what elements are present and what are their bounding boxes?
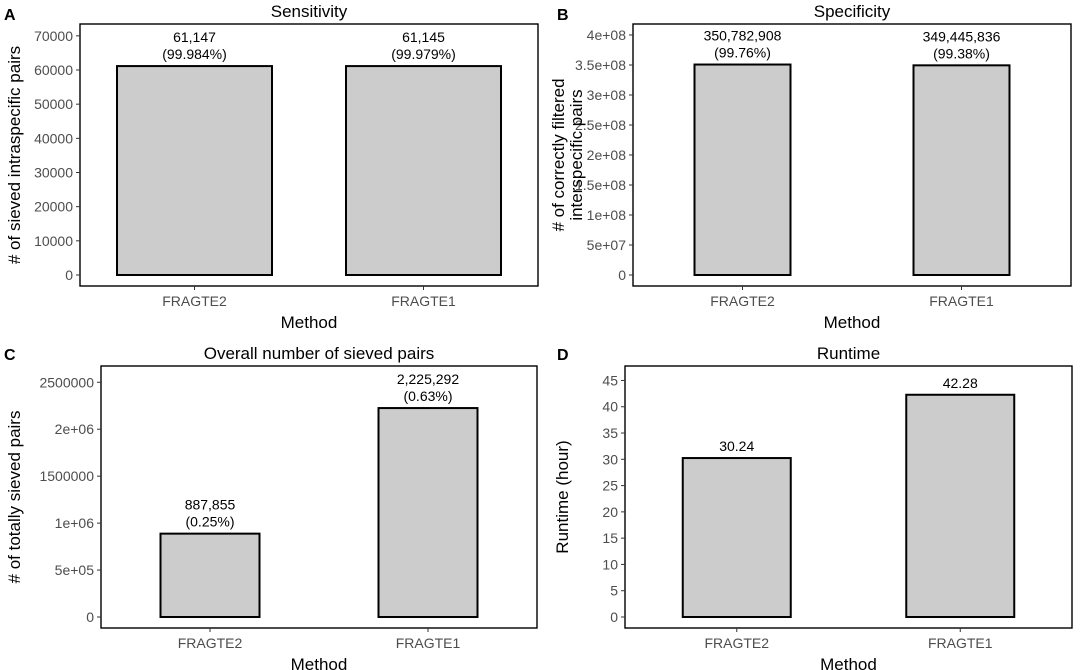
y-tick-label-c: 5e+05 [55, 562, 95, 578]
y-tick-label-b: 5e+07 [587, 237, 627, 253]
panel-a: A Sensitivity 0 10000 20000 30000 40000 50000 60… [4, 2, 539, 332]
y-tick-label-c: 2500000 [39, 374, 94, 390]
y-tick-label-a: 0 [65, 267, 73, 283]
y-tick-label-d: 15 [602, 530, 618, 546]
y-tick-label-a: 10000 [34, 233, 73, 249]
bar-d-fragte1 [905, 393, 1016, 618]
y-axis-label-c: # of totally sieved pairs [5, 411, 24, 584]
data-label-b-fragte2: (99.76%) [714, 45, 771, 61]
panel-letter-c: C [4, 347, 16, 364]
chart-title-b: Specificity [814, 2, 891, 21]
y-tick-label-b: 4e+08 [587, 27, 627, 43]
y-tick-label-c: 1e+06 [55, 515, 95, 531]
y-tick-label-d: 30 [602, 451, 618, 467]
y-tick-label-b: 2.5e+08 [575, 117, 626, 133]
panel-d: D Runtime 0 5 10 15 20 25 30 35 40 45 FRAGTE2 30.24 FR… [553, 344, 1073, 670]
y-tick-label-d: 25 [602, 478, 618, 494]
y-axis-label-b: # of correctly filtered [549, 78, 568, 231]
x-axis-label-c: Method [291, 655, 348, 670]
x-tick-label-b: FRAGTE1 [929, 293, 994, 309]
x-tick-label-a: FRAGTE2 [162, 293, 227, 309]
y-tick-label-c: 2e+06 [55, 421, 95, 437]
y-tick-label-d: 20 [602, 504, 618, 520]
data-label-d-fragte1: 42.28 [943, 375, 978, 391]
panel-letter-d: D [557, 347, 569, 364]
bar-a-fragte1 [345, 65, 502, 276]
plot-frame-c [100, 365, 538, 629]
data-label-b-fragte1: (99.38%) [933, 45, 990, 61]
data-label-a-fragte1: 61,145 [402, 29, 445, 45]
data-label-a-fragte2: 61,147 [173, 29, 216, 45]
data-label-b-fragte2: 350,782,908 [704, 28, 782, 44]
y-tick-label-d: 10 [602, 556, 618, 572]
data-label-c-fragte1: 2,225,292 [397, 371, 459, 387]
panel-letter-a: A [4, 7, 16, 24]
y-tick-label-b: 1e+08 [587, 207, 627, 223]
bar-b-fragte2 [693, 63, 792, 276]
panel-b: B Specificity 0 5e+07 1e+08 1.5e+08 2e+08 2.5e+… [549, 2, 1072, 332]
panel-letter-b: B [557, 7, 569, 24]
x-axis-label-b: Method [824, 313, 881, 332]
y-tick-label-a: 20000 [34, 199, 73, 215]
x-tick-label-d: FRAGTE1 [928, 635, 993, 651]
y-tick-label-b: 1.5e+08 [575, 177, 626, 193]
y-tick-label-c: 0 [86, 609, 94, 625]
y-tick-label-d: 45 [602, 372, 618, 388]
x-tick-label-a: FRAGTE1 [391, 293, 456, 309]
y-tick-label-d: 5 [610, 583, 618, 599]
y-tick-label-d: 0 [610, 609, 618, 625]
y-tick-label-c: 1500000 [39, 468, 94, 484]
data-label-b-fragte1: 349,445,836 [923, 28, 1001, 44]
x-axis-label-a: Method [281, 313, 338, 332]
chart-title-d: Runtime [817, 344, 880, 363]
x-tick-label-d: FRAGTE2 [704, 635, 769, 651]
x-tick-label-c: FRAGTE1 [396, 635, 461, 651]
chart-title-a: Sensitivity [271, 2, 348, 21]
plot-frame-d [624, 365, 1073, 629]
plot-frame-a [79, 23, 539, 287]
bar-a-fragte2 [116, 65, 273, 276]
y-tick-label-a: 30000 [34, 165, 73, 181]
x-axis-label-d: Method [820, 655, 877, 670]
bar-c-fragte2 [159, 532, 261, 619]
data-label-c-fragte2: 887,855 [185, 497, 236, 513]
x-tick-label-b: FRAGTE2 [710, 293, 775, 309]
y-axis-label-a: # of sieved intraspecific pairs [5, 46, 24, 264]
bar-c-fragte1 [377, 407, 479, 618]
chart-title-c: Overall number of sieved pairs [204, 344, 435, 363]
panel-c: C Overall number of sieved pairs 0 5e+05 1e+… [4, 344, 538, 670]
data-label-a-fragte2: (99.984%) [162, 46, 227, 62]
y-tick-label-b: 2e+08 [587, 147, 627, 163]
y-tick-label-a: 70000 [34, 28, 73, 44]
y-tick-label-a: 40000 [34, 130, 73, 146]
y-axis-label-d: Runtime (hour) [553, 440, 572, 553]
data-label-d-fragte2: 30.24 [719, 438, 754, 454]
y-tick-label-d: 40 [602, 399, 618, 415]
y-tick-label-b: 3e+08 [587, 87, 627, 103]
y-tick-label-b: 3.5e+08 [575, 57, 626, 73]
y-tick-label-b: 0 [618, 267, 626, 283]
bar-b-fragte1 [912, 64, 1011, 276]
x-tick-label-c: FRAGTE2 [178, 635, 243, 651]
y-tick-label-a: 50000 [34, 96, 73, 112]
data-label-a-fragte1: (99.979%) [391, 46, 456, 62]
bar-d-fragte2 [681, 457, 792, 618]
y-axis-label-b: interspecific pairs [567, 89, 586, 220]
data-label-c-fragte2: (0.25%) [185, 514, 234, 530]
data-label-c-fragte1: (0.63%) [403, 388, 452, 404]
y-tick-label-d: 35 [602, 425, 618, 441]
y-tick-label-a: 60000 [34, 62, 73, 78]
